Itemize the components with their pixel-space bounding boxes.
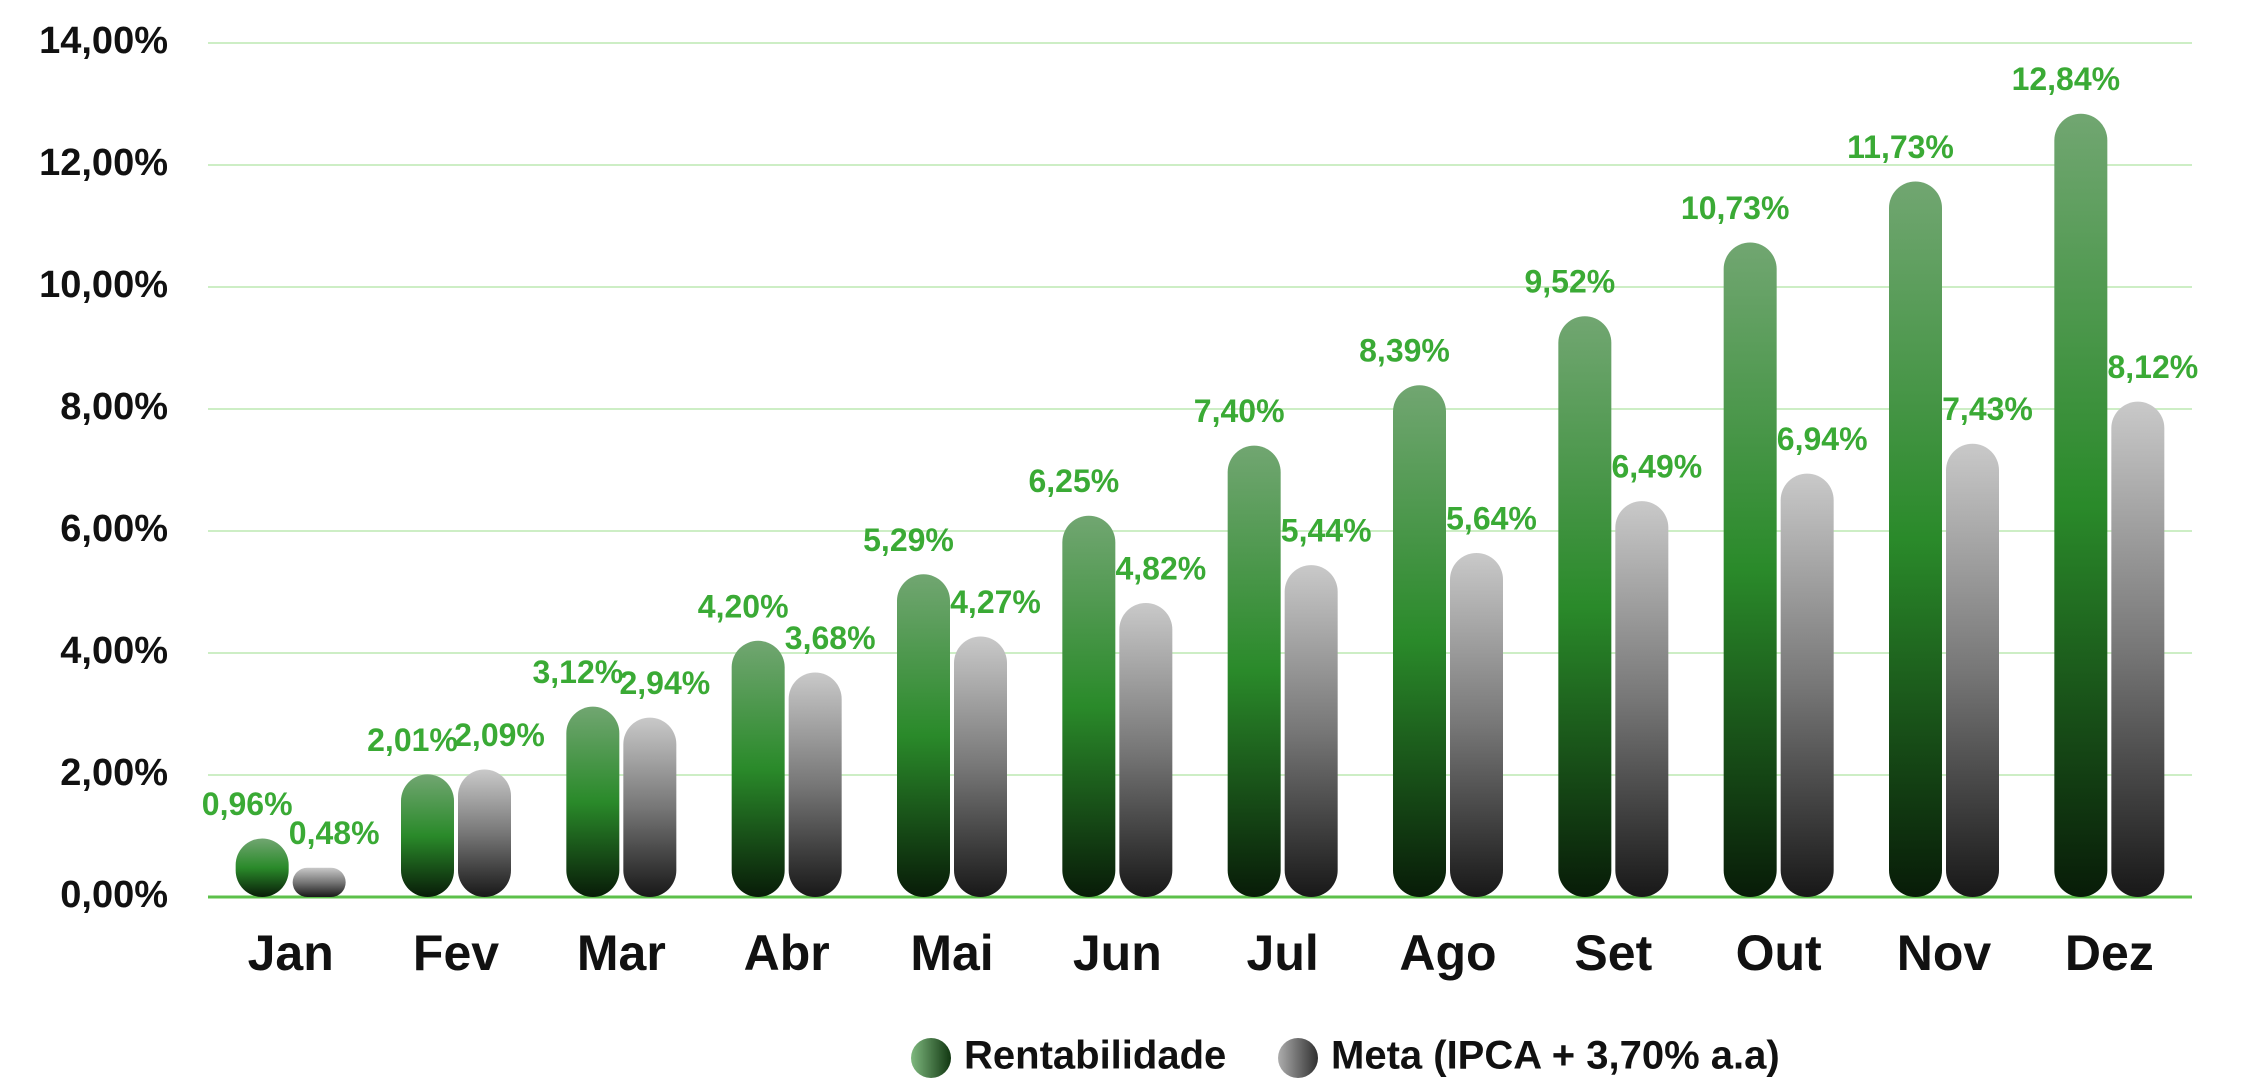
data-label: 2,09% bbox=[454, 717, 545, 753]
x-tick-label: Out bbox=[1736, 925, 1822, 981]
data-label: 3,12% bbox=[532, 654, 623, 690]
bar bbox=[1946, 443, 1999, 897]
bar bbox=[1227, 445, 1281, 897]
bar bbox=[2111, 401, 2165, 897]
x-tick-label: Jan bbox=[248, 925, 334, 981]
data-label: 8,12% bbox=[2107, 349, 2198, 385]
bar bbox=[1393, 385, 1446, 897]
bar bbox=[1889, 181, 1942, 898]
data-label: 5,29% bbox=[863, 522, 954, 558]
bar bbox=[2054, 113, 2108, 897]
x-tick-label: Fev bbox=[413, 925, 499, 981]
bar bbox=[1780, 473, 1834, 897]
data-label: 2,94% bbox=[619, 665, 710, 701]
data-label: 0,48% bbox=[289, 815, 380, 851]
y-tick-label: 12,00% bbox=[39, 142, 168, 184]
y-tick-label: 0,00% bbox=[60, 874, 168, 916]
bar bbox=[731, 640, 785, 897]
x-tick-label: Abr bbox=[744, 925, 830, 981]
x-tick-label: Ago bbox=[1399, 925, 1496, 981]
bar bbox=[401, 774, 454, 897]
x-tick-label: Set bbox=[1574, 925, 1652, 981]
x-tick-label: Mar bbox=[577, 925, 666, 981]
data-label: 8,39% bbox=[1359, 333, 1450, 369]
bar bbox=[458, 769, 511, 897]
y-tick-label: 10,00% bbox=[39, 264, 168, 306]
data-label: 2,01% bbox=[367, 722, 458, 758]
data-label: 6,94% bbox=[1777, 421, 1868, 457]
data-label: 0,96% bbox=[202, 786, 293, 822]
bar bbox=[1450, 552, 1503, 897]
data-label: 4,20% bbox=[698, 588, 789, 624]
data-label: 3,68% bbox=[785, 620, 876, 656]
bar bbox=[897, 574, 950, 897]
y-tick-label: 2,00% bbox=[60, 752, 168, 794]
x-tick-label: Nov bbox=[1897, 925, 1992, 981]
x-tick-label: Jun bbox=[1073, 925, 1162, 981]
bar bbox=[1615, 501, 1669, 897]
legend-swatch bbox=[911, 1038, 951, 1078]
bar bbox=[235, 838, 289, 897]
data-label: 11,73% bbox=[1847, 129, 1954, 165]
legend-label: Meta (IPCA + 3,70% a.a) bbox=[1331, 1034, 1780, 1078]
bar bbox=[292, 867, 346, 897]
x-tick-label: Dez bbox=[2065, 925, 2154, 981]
x-tick-label: Mai bbox=[910, 925, 993, 981]
legend-label: Rentabilidade bbox=[964, 1034, 1226, 1078]
data-label: 5,44% bbox=[1281, 513, 1372, 549]
data-label: 10,73% bbox=[1681, 190, 1790, 226]
y-tick-label: 8,00% bbox=[60, 386, 168, 428]
data-label: 4,82% bbox=[1115, 550, 1206, 586]
x-tick-label: Jul bbox=[1247, 925, 1319, 981]
data-label: 7,40% bbox=[1194, 393, 1285, 429]
bar bbox=[1723, 242, 1777, 898]
y-tick-label: 6,00% bbox=[60, 508, 168, 550]
bar bbox=[566, 706, 620, 897]
bar bbox=[788, 672, 842, 897]
data-label: 6,49% bbox=[1611, 449, 1702, 485]
bar bbox=[1062, 515, 1116, 897]
data-label: 6,25% bbox=[1028, 463, 1119, 499]
y-tick-label: 4,00% bbox=[60, 630, 168, 672]
bar bbox=[954, 636, 1007, 897]
bar bbox=[1284, 565, 1338, 897]
bar bbox=[1558, 316, 1612, 897]
legend-swatch bbox=[1278, 1038, 1318, 1078]
data-label: 9,52% bbox=[1524, 264, 1615, 300]
data-label: 12,84% bbox=[2012, 61, 2121, 97]
data-label: 7,43% bbox=[1942, 391, 2033, 427]
data-label: 5,64% bbox=[1446, 500, 1537, 536]
data-label: 4,27% bbox=[950, 584, 1041, 620]
bar bbox=[623, 717, 677, 897]
bar bbox=[1119, 602, 1173, 897]
y-tick-label: 14,00% bbox=[39, 20, 168, 62]
